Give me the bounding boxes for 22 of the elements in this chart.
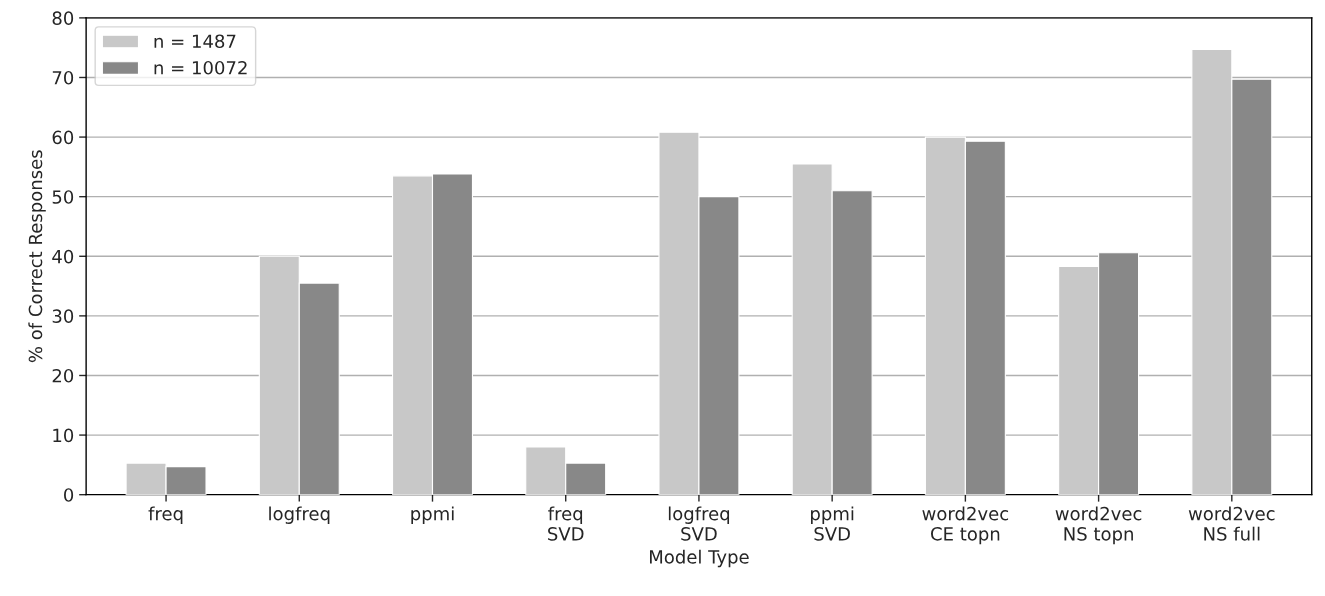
y-tick-label: 60: [52, 130, 74, 145]
x-tick-label: ppmi: [411, 506, 454, 524]
y-tick-label: 80: [52, 11, 74, 25]
x-tick-label: word2vec NS full: [1188, 506, 1275, 541]
legend-label: n = 1487: [154, 34, 236, 49]
y-tick-label: 0: [64, 488, 74, 502]
legend-label: n = 10072: [154, 60, 247, 75]
y-tick-label: 70: [52, 70, 74, 85]
x-tick-label: freq SVD: [548, 506, 584, 541]
y-tick-label: 20: [52, 368, 74, 383]
y-tick-label: 30: [52, 309, 74, 323]
x-tick-label: word2vec NS topn: [1055, 506, 1142, 545]
x-tick-label: ppmi SVD: [811, 506, 854, 541]
y-tick-label: 50: [52, 190, 74, 204]
x-tick-label: logfreq: [269, 506, 330, 524]
x-tick-label: logfreq SVD: [668, 506, 730, 541]
y-axis-title: % of Correct Responses: [28, 150, 46, 363]
y-tick-label: 40: [52, 249, 74, 264]
x-axis-title: Model Type: [650, 549, 749, 568]
x-tick-label: word2vec CE topn: [922, 506, 1009, 545]
x-tick-label: freq: [148, 506, 183, 524]
y-tick-label: 10: [53, 428, 74, 443]
